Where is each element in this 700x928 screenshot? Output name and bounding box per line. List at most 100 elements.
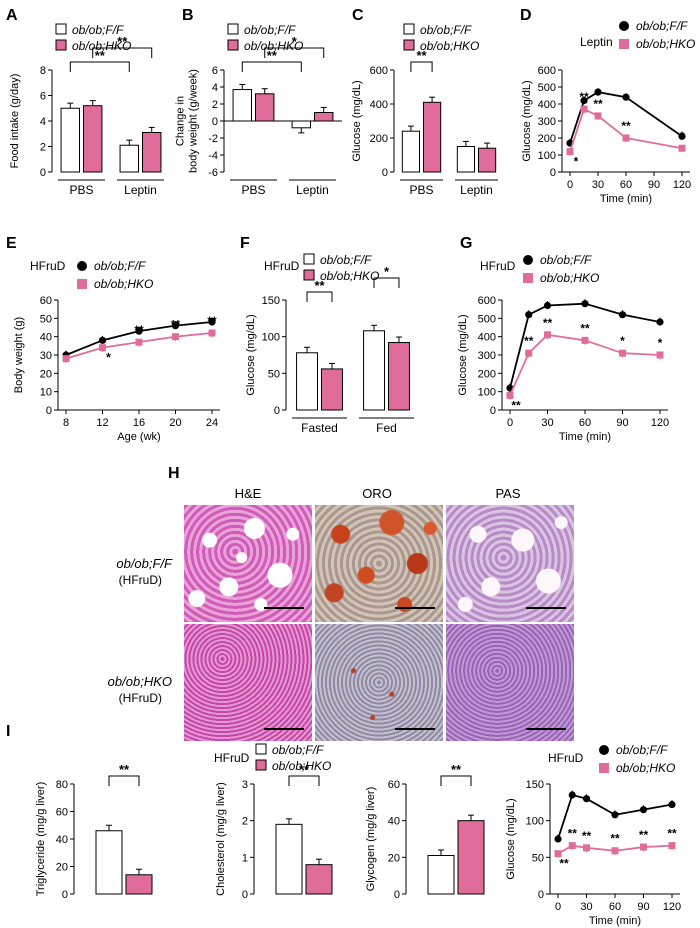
y-tick-label-G-3: 300 bbox=[478, 350, 496, 362]
sig-bracket-B-0 bbox=[241, 61, 302, 72]
x-tick-label-G-2: 60 bbox=[579, 417, 591, 429]
y-tick-label-I1-2: 40 bbox=[56, 834, 68, 846]
legend-marker-ff-G bbox=[523, 255, 533, 265]
point-G-0-1 bbox=[525, 311, 533, 319]
y-tick-label-J-0: 0 bbox=[538, 889, 544, 901]
sig-label-G-2: ** bbox=[543, 316, 553, 330]
bar-F-1-1 bbox=[388, 342, 410, 411]
bar-I2-0-0 bbox=[275, 823, 303, 895]
panel-label-e: E bbox=[6, 235, 17, 252]
bar-I1-0-1 bbox=[125, 874, 153, 895]
point-D-1-2 bbox=[594, 112, 602, 120]
x-tick-label-J-1: 30 bbox=[580, 901, 592, 913]
sig-bracket-B-1 bbox=[264, 47, 325, 58]
point-G-0-4 bbox=[618, 311, 627, 319]
y-axis-label-E: Body weight (g) bbox=[13, 317, 25, 393]
point-E-0-1 bbox=[98, 336, 107, 344]
x-tick-label-E-0: 8 bbox=[63, 417, 69, 429]
histology-col-he: H&E bbox=[235, 486, 262, 501]
legend-marker-ff-I2 bbox=[255, 743, 267, 755]
point-E-1-2 bbox=[135, 338, 143, 346]
y-axis-label-C: Glucose (mg/dL) bbox=[351, 80, 363, 161]
point-E-0-2 bbox=[135, 327, 143, 335]
series-line-G-1 bbox=[509, 333, 661, 396]
point-J-1-0 bbox=[554, 850, 562, 858]
sig-label-E-3: ** bbox=[207, 314, 217, 328]
chart-title-J: HFruD bbox=[548, 751, 584, 765]
scale-bar bbox=[395, 728, 435, 730]
y-tick-label-B-5: 4 bbox=[212, 82, 218, 94]
y-tick-label-E-5: 50 bbox=[40, 313, 52, 325]
point-J-1-4 bbox=[640, 843, 647, 851]
y-tick-label-A-0: 0 bbox=[40, 167, 46, 179]
point-G-1-3 bbox=[581, 336, 589, 344]
x-tick-label-G-0: 0 bbox=[507, 417, 513, 429]
panel-letters: A B C D E F G H I J bbox=[6, 7, 532, 740]
sig-label-J-4: ** bbox=[639, 828, 649, 842]
sig-label-A-0: ** bbox=[95, 48, 106, 63]
micrograph-ff-oro bbox=[315, 505, 443, 622]
y-tick-label-F-1: 50 bbox=[268, 368, 280, 380]
x-tick-label-G-3: 90 bbox=[616, 417, 628, 429]
sig-label-J-5: ** bbox=[667, 827, 677, 841]
y-axis-label-G: Glucose (mg/dL) bbox=[457, 314, 469, 395]
micrograph-hko-pas bbox=[446, 624, 574, 741]
y-tick-label-G-0: 0 bbox=[490, 405, 496, 417]
point-J-0-3 bbox=[611, 811, 619, 819]
sig-label-G-1: ** bbox=[524, 334, 534, 348]
scale-bar bbox=[395, 607, 435, 609]
x-tick-label-D-0: 0 bbox=[567, 179, 573, 191]
sig-label-B-0: ** bbox=[267, 48, 278, 63]
x-tick-label-J-4: 120 bbox=[663, 901, 681, 913]
y-tick-label-B-0: -6 bbox=[208, 167, 218, 179]
point-G-0-2 bbox=[543, 301, 552, 310]
bar-B-1-1 bbox=[314, 112, 334, 122]
y-tick-label-F-2: 100 bbox=[262, 332, 280, 344]
sig-label-J-0: ** bbox=[559, 857, 569, 871]
point-D-1-4 bbox=[678, 144, 686, 152]
y-tick-label-I1-1: 20 bbox=[56, 862, 68, 874]
y-tick-label-J-3: 150 bbox=[526, 779, 544, 791]
point-G-1-2 bbox=[544, 331, 551, 339]
bar-F-1-0 bbox=[363, 330, 385, 411]
y-axis-label-B: Change inbody weight (g/week) bbox=[174, 69, 199, 173]
legend-label-hko-C: ob/ob;HKO bbox=[420, 39, 479, 53]
y-tick-label-F-3: 150 bbox=[262, 295, 280, 307]
scale-bar bbox=[526, 607, 566, 609]
y-tick-label-I2-1: 1 bbox=[242, 852, 248, 864]
histology-row2-label: ob/ob;HKO bbox=[108, 674, 172, 689]
bar-C-1-0 bbox=[456, 146, 475, 173]
y-tick-label-A-2: 4 bbox=[40, 116, 46, 128]
sig-label-G-4: * bbox=[620, 334, 625, 348]
panel-label-a: A bbox=[6, 7, 18, 24]
y-axis-label-J: Glucose (mg/dL) bbox=[505, 798, 517, 879]
y-tick-label-D-6: 600 bbox=[538, 65, 556, 77]
point-G-1-0 bbox=[506, 391, 514, 399]
y-tick-label-A-4: 8 bbox=[40, 65, 46, 77]
y-tick-label-D-1: 100 bbox=[538, 150, 556, 162]
legend-marker-hko-E bbox=[77, 279, 87, 289]
sig-label-J-2: ** bbox=[582, 829, 592, 843]
chart-title-I2: HFruD bbox=[214, 751, 250, 765]
sig-label-G-3: ** bbox=[580, 321, 590, 335]
bar-I3-0-0 bbox=[427, 855, 455, 895]
legend-marker-ff-A bbox=[55, 23, 67, 35]
legend-marker-hko-D bbox=[619, 39, 629, 49]
point-J-1-5 bbox=[668, 842, 676, 850]
bar-F-0-1 bbox=[321, 368, 343, 411]
legend-marker-hko-F bbox=[303, 269, 315, 281]
legend-marker-hko-I2 bbox=[255, 759, 267, 771]
legend-label-ff-F: ob/ob;F/F bbox=[320, 253, 372, 267]
y-tick-label-D-3: 300 bbox=[538, 116, 556, 128]
bar-I2-0-1 bbox=[305, 864, 333, 895]
y-tick-label-I2-2: 2 bbox=[242, 816, 248, 828]
y-tick-label-D-4: 400 bbox=[538, 99, 556, 111]
legend-marker-ff-F bbox=[303, 253, 315, 265]
sig-label-J-1: ** bbox=[568, 827, 578, 841]
group-label-C-0: PBS bbox=[409, 183, 433, 197]
point-D-1-3 bbox=[622, 134, 630, 142]
sig-label-E-2: ** bbox=[171, 318, 181, 332]
y-axis-label-F: Glucose (mg/dL) bbox=[245, 314, 257, 395]
